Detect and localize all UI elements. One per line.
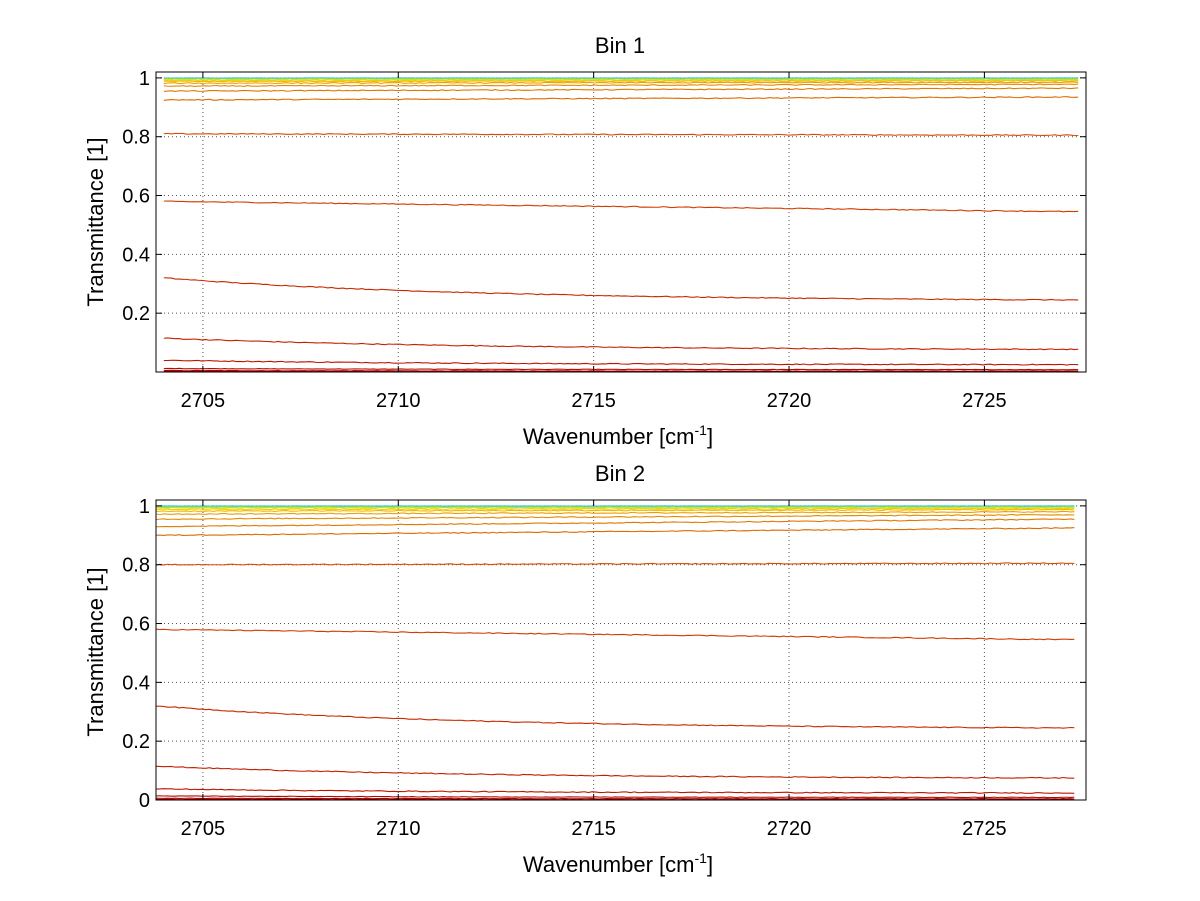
- series-line-6: [163, 200, 1079, 213]
- x-tick-label: 2710: [376, 390, 421, 412]
- x-tick-label: 2715: [571, 818, 616, 840]
- series-line-4: [163, 337, 1079, 351]
- y-tick-label: 0.2: [122, 303, 150, 325]
- y-tick-label: 0.6: [122, 186, 150, 208]
- series-line-10: [163, 83, 1079, 87]
- plot-bin-2: Bin 2 2705 2710 2715 2720 2725 0 0.2 0.4 0.6 0.8 1…: [83, 461, 1087, 877]
- y-tick-label: 1: [139, 496, 150, 518]
- y-tick-label: 1: [139, 68, 150, 90]
- plot-bin-1: Bin 1 2705 2710 2715 2720 27250.20.40.60.81 …: [83, 33, 1087, 449]
- series-line-7: [163, 132, 1079, 137]
- x-axis-title: Wavenumber [cm-1]: [523, 422, 713, 449]
- y-axis-title: Transmittance [1]: [83, 137, 108, 306]
- x-axis-title: Wavenumber [cm-1]: [523, 850, 713, 877]
- series-line-5: [163, 277, 1079, 301]
- series-line-2: [163, 367, 1079, 371]
- series-line-12: [155, 508, 1075, 513]
- series-line-11: [163, 81, 1079, 85]
- y-axis-title: Transmittance [1]: [83, 567, 108, 736]
- x-tick-label: 2705: [181, 390, 226, 412]
- series-lines: [155, 505, 1075, 801]
- x-tick-label: 2705: [181, 818, 226, 840]
- y-tick-label: 0.8: [122, 127, 150, 149]
- series-line-7: [155, 562, 1075, 566]
- y-tick-label: 0.4: [122, 672, 150, 694]
- x-tick-label: 2720: [767, 390, 812, 412]
- series-line-5: [155, 705, 1075, 729]
- series-line-1: [163, 369, 1079, 372]
- y-tick-label: 0.2: [122, 731, 150, 753]
- series-line-4: [155, 765, 1075, 779]
- series-line-12: [163, 79, 1079, 83]
- y-tick-label: 0.6: [122, 614, 150, 636]
- series-line-6: [155, 628, 1075, 641]
- y-tick-label: 0: [139, 790, 150, 812]
- series-line-11: [155, 510, 1075, 516]
- series-line-3: [155, 788, 1075, 794]
- axes-box: [155, 71, 1087, 373]
- x-tick-label: 2725: [962, 390, 1007, 412]
- series-line-2: [155, 795, 1075, 799]
- chart-title: Bin 1: [595, 33, 645, 58]
- series-line-9: [163, 87, 1079, 93]
- series-line-14: [155, 506, 1075, 509]
- series-line-9: [155, 518, 1075, 528]
- series-line-8: [155, 527, 1075, 536]
- series-line-8: [163, 96, 1079, 101]
- x-tick-label: 2720: [767, 818, 812, 840]
- series-line-13: [155, 507, 1075, 511]
- series-lines: [163, 77, 1079, 373]
- x-tick-label: 2710: [376, 818, 421, 840]
- x-tick-label: 2715: [571, 390, 616, 412]
- series-line-10: [155, 514, 1075, 521]
- series-line-3: [163, 359, 1079, 366]
- y-tick-label: 0.8: [122, 555, 150, 577]
- x-tick-label: 2725: [962, 818, 1007, 840]
- series-line-1: [155, 797, 1075, 800]
- axes-box: [155, 499, 1087, 801]
- ticks: 2705 2710 2715 2720 2725 0.2 0.4 0.6 0.8 1: [122, 68, 1086, 412]
- chart-title: Bin 2: [595, 461, 645, 486]
- ticks: 2705 2710 2715 2720 2725 0 0.2 0.4 0.6 0.8 1: [122, 496, 1086, 840]
- y-tick-label: 0.4: [122, 244, 150, 266]
